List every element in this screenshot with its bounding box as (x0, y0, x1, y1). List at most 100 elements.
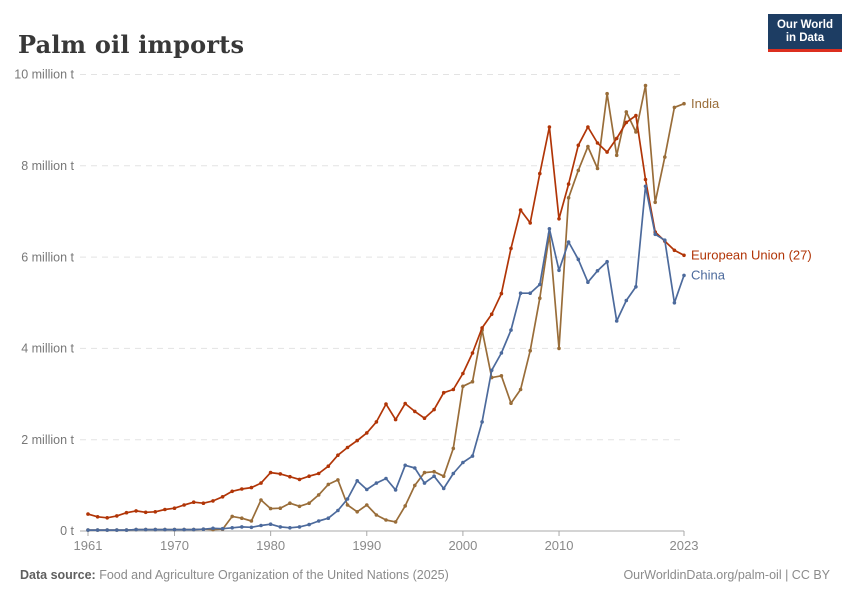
data-point-india-1986[interactable] (326, 482, 331, 487)
data-point-china-1961[interactable] (86, 528, 90, 532)
data-point-european-union-27-1971[interactable] (182, 503, 186, 507)
data-point-china-1982[interactable] (288, 526, 292, 530)
data-point-china-2013[interactable] (586, 280, 590, 285)
data-point-european-union-27-1963[interactable] (105, 516, 109, 520)
data-point-european-union-27-1964[interactable] (115, 514, 119, 518)
data-point-european-union-27-2012[interactable] (576, 143, 581, 148)
data-point-india-1991[interactable] (374, 513, 379, 517)
data-point-china-1992[interactable] (384, 476, 388, 481)
data-point-european-union-27-1999[interactable] (451, 387, 456, 392)
data-point-china-2010[interactable] (557, 268, 561, 273)
data-point-china-1991[interactable] (374, 481, 379, 485)
data-point-india-1983[interactable] (297, 504, 302, 509)
data-point-china-1985[interactable] (316, 519, 321, 523)
data-point-india-1988[interactable] (345, 503, 350, 507)
data-point-china-2023[interactable] (682, 273, 686, 278)
data-point-european-union-27-1965[interactable] (124, 510, 129, 515)
data-point-european-union-27-1988[interactable] (345, 445, 350, 450)
data-point-china-1976[interactable] (230, 526, 234, 530)
data-point-european-union-27-1993[interactable] (393, 417, 398, 422)
data-point-india-1993[interactable] (393, 520, 398, 524)
data-point-china-2022[interactable] (672, 301, 677, 305)
data-point-china-2008[interactable] (538, 282, 542, 287)
data-point-china-1983[interactable] (297, 525, 302, 529)
data-point-european-union-27-1987[interactable] (336, 453, 340, 458)
data-point-china-1993[interactable] (393, 488, 398, 492)
data-point-european-union-27-2004[interactable] (499, 291, 504, 296)
data-point-china-1968[interactable] (153, 527, 158, 532)
data-point-india-2016[interactable] (614, 153, 619, 158)
data-point-european-union-27-1973[interactable] (201, 501, 206, 506)
data-point-china-1964[interactable] (115, 528, 119, 532)
data-point-european-union-27-2005[interactable] (509, 246, 513, 251)
data-point-european-union-27-1992[interactable] (384, 402, 388, 406)
data-point-european-union-27-1995[interactable] (413, 409, 417, 414)
data-point-european-union-27-1984[interactable] (307, 474, 311, 479)
data-point-china-1963[interactable] (105, 528, 109, 532)
data-point-india-2004[interactable] (499, 374, 504, 378)
data-point-china-1967[interactable] (143, 527, 148, 532)
data-point-european-union-27-2010[interactable] (557, 217, 561, 221)
data-point-european-union-27-1994[interactable] (403, 401, 408, 406)
data-point-china-1969[interactable] (163, 527, 167, 532)
data-point-european-union-27-1966[interactable] (134, 509, 138, 513)
data-point-european-union-27-1977[interactable] (240, 487, 244, 491)
series-line-european-union-27[interactable] (87, 114, 685, 519)
data-point-china-1986[interactable] (326, 516, 331, 520)
data-point-india-2006[interactable] (518, 387, 523, 392)
series-label-european-union-27[interactable]: European Union (27) (691, 247, 812, 262)
data-point-india-2013[interactable] (586, 144, 590, 149)
data-point-european-union-27-1979[interactable] (259, 481, 263, 485)
data-point-india-1998[interactable] (441, 474, 446, 479)
series-line-india[interactable] (87, 84, 685, 531)
data-point-india-1994[interactable] (403, 504, 408, 508)
data-point-european-union-27-1989[interactable] (355, 438, 360, 443)
data-point-european-union-27-1991[interactable] (374, 420, 379, 424)
data-point-india-2017[interactable] (624, 110, 629, 114)
data-point-european-union-27-2016[interactable] (614, 136, 619, 141)
data-point-india-1977[interactable] (240, 516, 244, 520)
data-point-european-union-27-1996[interactable] (422, 416, 427, 421)
data-point-european-union-27-1972[interactable] (191, 500, 196, 505)
data-point-european-union-27-1961[interactable] (86, 512, 90, 516)
data-point-india-2022[interactable] (672, 105, 677, 110)
data-point-china-2018[interactable] (634, 285, 638, 289)
data-point-european-union-27-1982[interactable] (288, 474, 292, 479)
data-point-china-2003[interactable] (489, 368, 494, 373)
data-point-china-2017[interactable] (624, 298, 629, 303)
data-point-india-1989[interactable] (355, 510, 360, 514)
series-label-india[interactable]: India (691, 96, 720, 111)
data-point-european-union-27-1978[interactable] (249, 485, 254, 490)
data-point-european-union-27-1967[interactable] (143, 510, 148, 515)
data-point-china-1978[interactable] (249, 525, 254, 530)
data-point-india-2010[interactable] (557, 346, 561, 351)
data-point-european-union-27-2023[interactable] (682, 253, 686, 258)
data-point-european-union-27-2006[interactable] (518, 208, 523, 212)
data-point-india-2020[interactable] (653, 200, 657, 205)
data-point-european-union-27-2017[interactable] (624, 120, 629, 125)
data-point-china-1966[interactable] (134, 527, 138, 532)
data-point-china-1962[interactable] (95, 528, 100, 532)
data-point-india-2001[interactable] (470, 379, 475, 384)
data-point-china-2020[interactable] (653, 232, 657, 237)
data-point-china-1975[interactable] (220, 526, 225, 531)
credit-link[interactable]: OurWorldinData.org/palm-oil | CC BY (623, 568, 830, 582)
data-point-india-2007[interactable] (528, 348, 532, 353)
data-point-china-1990[interactable] (365, 487, 369, 492)
data-point-india-1980[interactable] (268, 506, 273, 511)
data-point-european-union-27-1980[interactable] (268, 470, 273, 475)
data-point-european-union-27-2002[interactable] (480, 326, 484, 330)
data-point-india-2005[interactable] (509, 401, 513, 406)
data-point-china-1965[interactable] (124, 528, 129, 532)
data-point-china-1994[interactable] (403, 463, 408, 468)
data-point-china-2014[interactable] (595, 269, 600, 273)
data-point-india-2019[interactable] (643, 83, 648, 88)
data-point-european-union-27-1970[interactable] (172, 506, 177, 511)
data-point-european-union-27-2003[interactable] (489, 312, 494, 317)
data-point-european-union-27-1983[interactable] (297, 477, 302, 482)
data-point-china-2009[interactable] (547, 227, 552, 231)
data-point-european-union-27-1974[interactable] (211, 499, 215, 503)
data-point-china-1998[interactable] (441, 486, 446, 491)
data-point-india-1982[interactable] (288, 501, 292, 506)
data-point-european-union-27-2011[interactable] (566, 182, 571, 186)
